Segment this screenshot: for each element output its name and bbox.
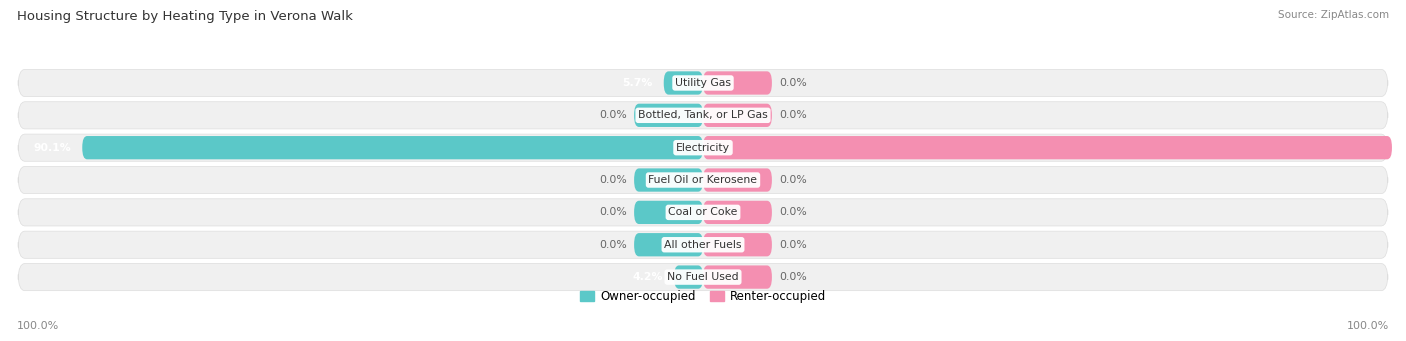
Text: Source: ZipAtlas.com: Source: ZipAtlas.com <box>1278 10 1389 20</box>
FancyBboxPatch shape <box>18 69 1388 97</box>
FancyBboxPatch shape <box>673 265 703 289</box>
Text: Electricity: Electricity <box>676 143 730 153</box>
Text: 0.0%: 0.0% <box>779 110 807 120</box>
Text: Housing Structure by Heating Type in Verona Walk: Housing Structure by Heating Type in Ver… <box>17 10 353 23</box>
Text: 90.1%: 90.1% <box>34 143 72 153</box>
Text: 0.0%: 0.0% <box>599 240 627 250</box>
FancyBboxPatch shape <box>703 201 772 224</box>
Text: 100.0%: 100.0% <box>17 321 59 331</box>
Text: 0.0%: 0.0% <box>779 207 807 217</box>
Text: No Fuel Used: No Fuel Used <box>668 272 738 282</box>
FancyBboxPatch shape <box>703 136 1392 159</box>
FancyBboxPatch shape <box>703 233 772 256</box>
Text: 100.0%: 100.0% <box>1403 143 1406 153</box>
FancyBboxPatch shape <box>634 168 703 192</box>
FancyBboxPatch shape <box>18 264 1388 291</box>
FancyBboxPatch shape <box>634 233 703 256</box>
FancyBboxPatch shape <box>18 166 1388 194</box>
Text: Coal or Coke: Coal or Coke <box>668 207 738 217</box>
Text: 0.0%: 0.0% <box>599 207 627 217</box>
Text: 5.7%: 5.7% <box>623 78 652 88</box>
FancyBboxPatch shape <box>703 104 772 127</box>
FancyBboxPatch shape <box>634 104 703 127</box>
FancyBboxPatch shape <box>703 265 772 289</box>
FancyBboxPatch shape <box>18 134 1388 161</box>
FancyBboxPatch shape <box>664 71 703 94</box>
Text: 4.2%: 4.2% <box>633 272 664 282</box>
Text: 0.0%: 0.0% <box>779 272 807 282</box>
Text: Utility Gas: Utility Gas <box>675 78 731 88</box>
Text: 0.0%: 0.0% <box>599 110 627 120</box>
Text: 0.0%: 0.0% <box>779 175 807 185</box>
FancyBboxPatch shape <box>18 102 1388 129</box>
Text: 0.0%: 0.0% <box>599 175 627 185</box>
Text: Bottled, Tank, or LP Gas: Bottled, Tank, or LP Gas <box>638 110 768 120</box>
FancyBboxPatch shape <box>83 136 703 159</box>
Text: Fuel Oil or Kerosene: Fuel Oil or Kerosene <box>648 175 758 185</box>
Text: 0.0%: 0.0% <box>779 240 807 250</box>
FancyBboxPatch shape <box>703 168 772 192</box>
Text: All other Fuels: All other Fuels <box>664 240 742 250</box>
Legend: Owner-occupied, Renter-occupied: Owner-occupied, Renter-occupied <box>575 285 831 308</box>
Text: 100.0%: 100.0% <box>1347 321 1389 331</box>
FancyBboxPatch shape <box>634 201 703 224</box>
FancyBboxPatch shape <box>18 199 1388 226</box>
Text: 0.0%: 0.0% <box>779 78 807 88</box>
FancyBboxPatch shape <box>703 71 772 94</box>
FancyBboxPatch shape <box>18 231 1388 258</box>
